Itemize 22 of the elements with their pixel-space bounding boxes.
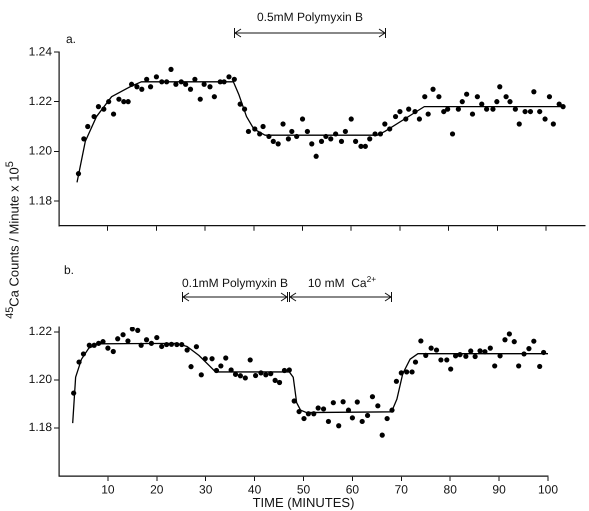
x-tick-label: 70 [394, 482, 408, 497]
y-tick-label: 1.24 [28, 44, 52, 58]
y-tick-label: 1.22 [28, 94, 52, 108]
x-tick-label: 40 [248, 482, 262, 497]
y-tick-label: 1.18 [28, 420, 52, 434]
y-tick-label: 1.18 [28, 193, 52, 208]
text: b. [64, 263, 74, 277]
x-axis-title: TIME (MINUTES) [252, 494, 354, 510]
x-tick-label: 90 [492, 482, 506, 497]
x-tick-label: 50 [296, 482, 310, 497]
x-tick-label: 60 [346, 482, 360, 497]
text: 0.5mM Polymyxin B [256, 10, 364, 24]
text: 0.1mM Polymyxin B [182, 276, 288, 290]
y-tick-label: 1.20 [28, 372, 52, 386]
text: a. [66, 32, 76, 46]
x-tick-label: 10 [101, 482, 115, 497]
x-tick-label: 20 [150, 482, 164, 497]
y-tick-label: 1.22 [28, 324, 52, 338]
y-tick-label: 1.20 [28, 144, 52, 158]
x-tick-label: 30 [199, 482, 213, 497]
x-tick-label: 80 [444, 482, 458, 497]
x-tick-label: 100 [538, 482, 558, 497]
